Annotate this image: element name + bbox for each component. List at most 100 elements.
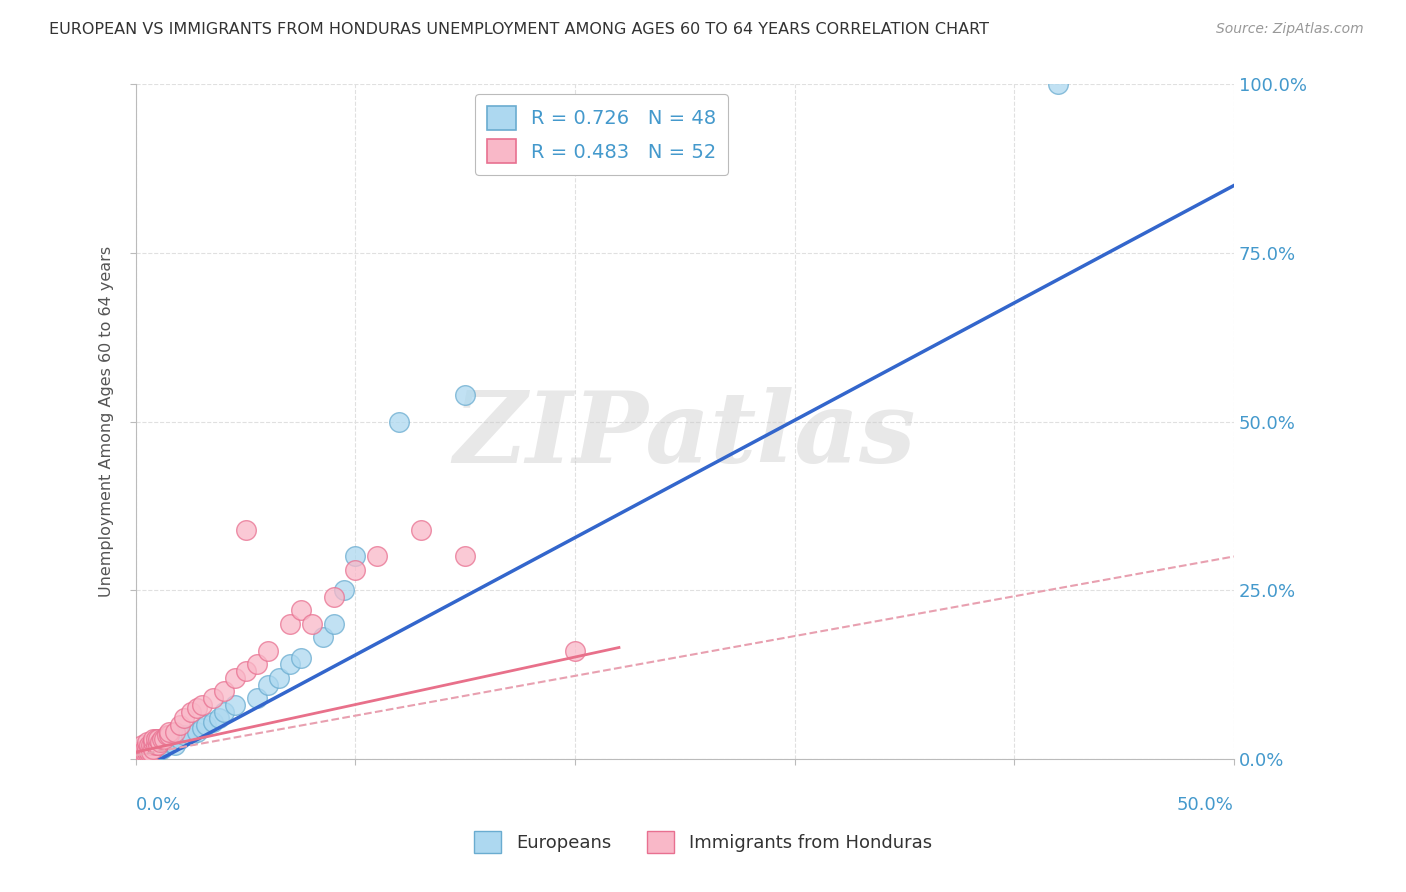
Point <box>411 523 433 537</box>
Point <box>153 739 176 753</box>
Point <box>135 745 157 759</box>
Point <box>129 748 152 763</box>
Y-axis label: Unemployment Among Ages 60 to 64 years: Unemployment Among Ages 60 to 64 years <box>100 246 114 597</box>
Point <box>134 741 156 756</box>
Point <box>186 701 208 715</box>
Point <box>191 698 214 712</box>
Point <box>153 731 176 746</box>
Legend: R = 0.726   N = 48, R = 0.483   N = 52: R = 0.726 N = 48, R = 0.483 N = 52 <box>475 95 728 175</box>
Point <box>256 644 278 658</box>
Point <box>454 387 477 401</box>
Legend: Europeans, Immigrants from Honduras: Europeans, Immigrants from Honduras <box>467 824 939 861</box>
Point <box>150 735 173 749</box>
Point <box>564 644 586 658</box>
Point <box>180 728 202 742</box>
Point <box>322 590 344 604</box>
Point <box>165 724 187 739</box>
Point <box>134 748 156 763</box>
Point <box>201 691 224 706</box>
Point <box>145 739 167 753</box>
Point <box>224 698 246 712</box>
Point <box>157 731 180 746</box>
Point <box>1047 78 1070 92</box>
Point <box>135 741 157 756</box>
Point <box>169 731 191 746</box>
Point <box>246 691 269 706</box>
Point <box>129 745 152 759</box>
Point <box>142 745 165 759</box>
Point <box>169 718 191 732</box>
Point <box>127 748 149 763</box>
Point <box>195 718 218 732</box>
Point <box>186 724 208 739</box>
Point <box>150 741 173 756</box>
Point <box>157 735 180 749</box>
Point <box>246 657 269 672</box>
Point <box>131 747 153 761</box>
Point <box>290 603 312 617</box>
Point <box>278 616 301 631</box>
Point <box>344 563 367 577</box>
Point <box>141 745 163 759</box>
Point <box>145 739 167 754</box>
Point <box>149 735 172 749</box>
Point <box>165 739 187 753</box>
Text: ZIPatlas: ZIPatlas <box>454 387 917 483</box>
Text: Source: ZipAtlas.com: Source: ZipAtlas.com <box>1216 22 1364 37</box>
Point <box>224 671 246 685</box>
Point <box>135 735 157 749</box>
Point <box>131 747 153 762</box>
Text: EUROPEAN VS IMMIGRANTS FROM HONDURAS UNEMPLOYMENT AMONG AGES 60 TO 64 YEARS CORR: EUROPEAN VS IMMIGRANTS FROM HONDURAS UNE… <box>49 22 990 37</box>
Point <box>142 741 165 756</box>
Point <box>138 745 160 759</box>
Point <box>173 711 195 725</box>
Point <box>146 731 169 746</box>
Point <box>191 722 214 736</box>
Point <box>135 748 157 763</box>
Point <box>141 741 163 756</box>
Point <box>366 549 388 564</box>
Point <box>145 731 167 746</box>
Point <box>141 745 163 759</box>
Point <box>142 731 165 746</box>
Point <box>142 739 165 753</box>
Point <box>212 705 235 719</box>
Point <box>127 748 149 763</box>
Text: 0.0%: 0.0% <box>136 796 181 814</box>
Point <box>135 745 157 759</box>
Point <box>134 745 156 759</box>
Point <box>141 739 163 753</box>
Point <box>256 677 278 691</box>
Point <box>388 415 411 429</box>
Text: 50.0%: 50.0% <box>1177 796 1234 814</box>
Point <box>146 739 169 753</box>
Point <box>134 748 156 763</box>
Point <box>134 745 156 759</box>
Point <box>157 728 180 742</box>
Point <box>311 631 333 645</box>
Point <box>150 731 173 746</box>
Point <box>322 616 344 631</box>
Point <box>138 739 160 753</box>
Point <box>333 583 356 598</box>
Point <box>201 714 224 729</box>
Point <box>173 728 195 742</box>
Point <box>127 745 149 759</box>
Point <box>267 671 290 685</box>
Point <box>235 664 257 678</box>
Point <box>145 745 167 759</box>
Point <box>344 549 367 564</box>
Point <box>301 616 323 631</box>
Point <box>142 735 165 749</box>
Point <box>290 650 312 665</box>
Point <box>208 711 231 725</box>
Point <box>138 747 160 761</box>
Point <box>131 739 153 753</box>
Point <box>180 705 202 719</box>
Point <box>146 739 169 753</box>
Point <box>212 684 235 698</box>
Point <box>157 724 180 739</box>
Point <box>235 523 257 537</box>
Point <box>138 744 160 758</box>
Point <box>146 741 169 756</box>
